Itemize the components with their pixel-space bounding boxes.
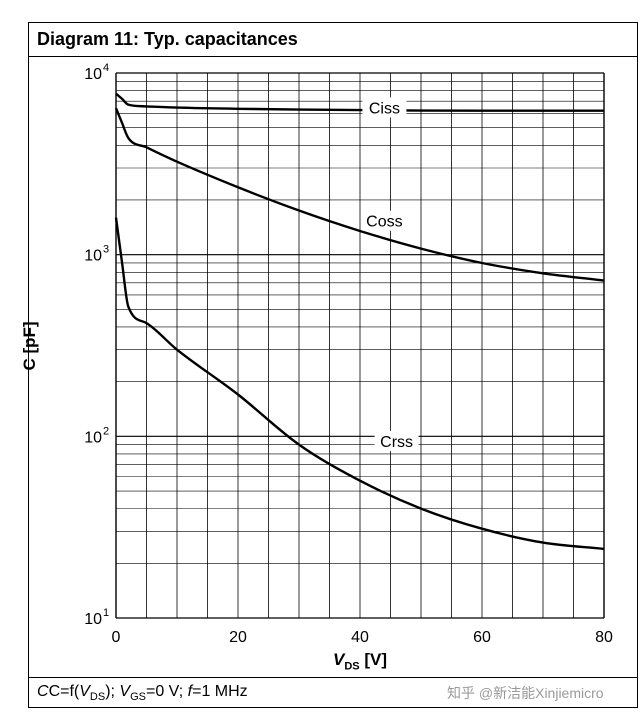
series-label-coss: Coss: [366, 214, 402, 231]
series-line-crss: [114, 217, 605, 551]
footer-f-val: =1 MHz: [192, 683, 248, 700]
series-label-bg: [374, 430, 419, 451]
series-label-crss: Crss: [380, 434, 413, 451]
series-line-ciss: [115, 92, 604, 112]
x-tick-label: 60: [473, 629, 491, 646]
series-labels: Ciss Coss Crss: [362, 97, 419, 451]
footer-c-eq: C=f(: [48, 683, 80, 700]
x-tick-label: 20: [229, 629, 247, 646]
x-axis-label-sub: DS: [344, 660, 360, 673]
y-tick-exponent: 1: [103, 607, 109, 619]
grid: [115, 72, 605, 619]
footer-conditions: CC=f(VDS); VGS=0 V; f=1 MHz: [37, 683, 248, 703]
x-axis-label-v: V: [332, 650, 345, 669]
series-line-coss: [114, 107, 605, 282]
y-tick-label: 10: [84, 66, 102, 83]
footer-vgs-sub: GS: [130, 691, 146, 704]
watermark: 知乎 @新洁能Xinjiemicro: [447, 685, 604, 701]
y-tick-label: 10: [84, 611, 102, 628]
footer-mid: );: [105, 683, 120, 700]
footer-vgs-val: =0 V;: [145, 683, 188, 700]
footer-c: C: [37, 683, 49, 700]
footer-vgs-v: V: [119, 683, 131, 700]
x-tick-label: 80: [595, 629, 613, 646]
chart-title: Diagram 11: Typ. capacitances: [37, 29, 298, 49]
y-tick-exponent: 3: [103, 244, 109, 256]
chart-frame: Diagram 11: Typ. capacitances CC=f(VDS);…: [28, 22, 638, 708]
footer-vds-sub: DS: [89, 691, 106, 704]
footer-vds-v: V: [79, 683, 90, 700]
y-tick-label: 10: [84, 429, 102, 446]
x-axis-label: VDS [V]: [333, 650, 387, 672]
x-tick-label: 40: [351, 629, 369, 646]
y-tick-exponent: 2: [103, 425, 109, 437]
title-bar: Diagram 11: Typ. capacitances: [29, 23, 637, 57]
series-label-ciss: Ciss: [369, 100, 400, 117]
y-axis-label: C [pF]: [20, 321, 39, 371]
footer-bar: CC=f(VDS); VGS=0 V; f=1 MHz 知乎 @新洁能Xinji…: [29, 677, 637, 707]
series-lines: [114, 92, 605, 551]
y-tick-label: 10: [84, 248, 102, 265]
y-tick-exponent: 4: [103, 62, 109, 74]
x-axis-label-unit: [V]: [359, 650, 388, 669]
series-label-bg: [362, 210, 407, 231]
series-label-bg: [362, 97, 407, 118]
x-tick-label: 0: [112, 629, 121, 646]
footer-f-sym: f: [187, 683, 193, 700]
